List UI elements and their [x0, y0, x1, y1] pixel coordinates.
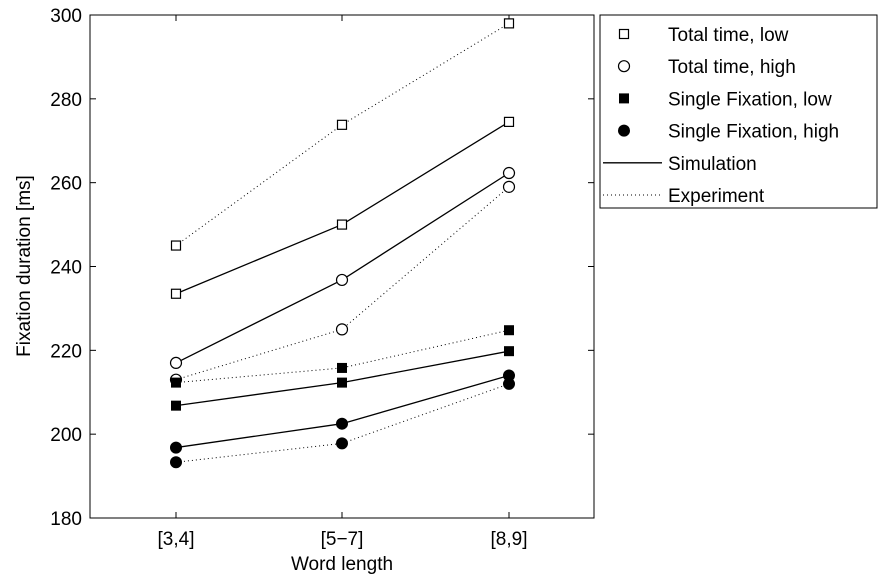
y-tick-label: 180 [50, 509, 82, 530]
data-point-marker [337, 377, 347, 388]
legend-box [599, 14, 878, 209]
data-point-marker [503, 116, 515, 127]
series-simulation [169, 166, 516, 370]
data-point-marker [171, 400, 181, 411]
series-experiment [170, 377, 515, 469]
series-simulation [170, 116, 515, 299]
series-experiment [171, 325, 514, 388]
axis-ticks: 180 200 220 240 260 280 300 [3,4] [5−7] [8,9] [50, 6, 594, 550]
data-point-marker [170, 441, 182, 454]
legend-label: Single Fixation, low [668, 89, 832, 110]
data-point-marker [336, 219, 348, 230]
legend-label: Total time, low [668, 25, 789, 46]
legend-label: Experiment [668, 186, 765, 207]
data-point-marker [502, 166, 516, 180]
x-tick-label: [3,4] [158, 529, 195, 550]
x-tick-label: [5−7] [321, 529, 364, 550]
series-simulation [170, 369, 515, 454]
legend-marker [618, 124, 630, 137]
data-point-marker [336, 437, 348, 450]
data-point-marker [335, 323, 349, 336]
data-point-marker [335, 273, 349, 287]
y-tick-label: 220 [50, 341, 82, 362]
y-tick-label: 300 [50, 6, 82, 27]
series-simulation [171, 346, 514, 411]
legend-label: Total time, high [668, 57, 796, 78]
data-point-marker [504, 325, 514, 336]
data-point-marker [504, 346, 514, 357]
legend-marker [617, 60, 631, 73]
data-point-marker [170, 288, 182, 299]
x-tick-label: [8,9] [491, 529, 528, 550]
y-tick-label: 260 [50, 174, 82, 195]
data-point-marker [170, 240, 182, 251]
x-axis-label: Word length [291, 554, 393, 575]
data-point-marker [336, 119, 348, 130]
data-point-marker [336, 417, 348, 430]
legend-marker [618, 28, 630, 40]
legend-marker [619, 93, 629, 104]
y-axis-label: Fixation duration [ms] [14, 175, 35, 357]
legend: Total time, low Total time, high Single Fi… [599, 14, 878, 209]
series-layer [169, 18, 516, 469]
series-line [175, 329, 510, 384]
legend-label: Single Fixation, high [668, 122, 839, 143]
data-point-marker [171, 377, 181, 388]
data-point-marker [502, 180, 516, 193]
data-point-marker [503, 377, 515, 390]
y-tick-label: 200 [50, 425, 82, 446]
series-experiment [170, 18, 515, 251]
y-tick-label: 280 [50, 90, 82, 111]
data-point-marker [169, 356, 183, 370]
plot-area [89, 14, 595, 519]
series-line [175, 22, 510, 246]
legend-label: Simulation [668, 154, 757, 175]
data-point-marker [337, 362, 347, 373]
data-point-marker [503, 18, 515, 29]
data-point-marker [170, 456, 182, 469]
y-tick-label: 240 [50, 258, 82, 279]
